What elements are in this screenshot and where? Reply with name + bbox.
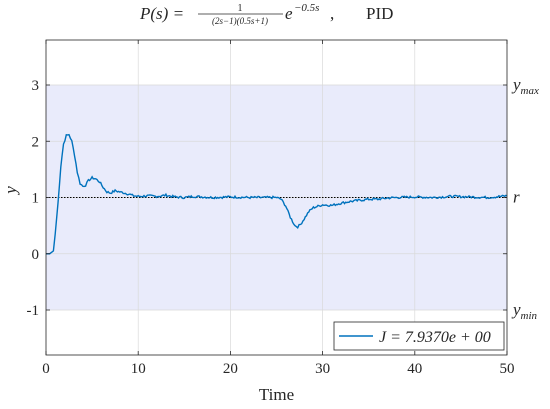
series-layer <box>46 133 508 255</box>
y-tick-label-3: 3 <box>32 78 40 94</box>
title-exponent: −0.5s <box>294 2 319 14</box>
right-label-r: r <box>513 188 520 207</box>
title-transfer-function-prefix: P(s) = <box>139 4 184 23</box>
chart-title: P(s) = 1 (2s−1)(0.5s+1) e −0.5s , PID <box>139 2 393 26</box>
title-fraction-numerator: 1 <box>238 3 243 14</box>
right-label-min: ymin <box>511 300 538 322</box>
y-tick-label--1: -1 <box>27 303 40 319</box>
x-tick-label-10: 10 <box>131 361 146 377</box>
title-exponential-base: e <box>285 4 293 23</box>
legend: J = 7.9370e + 00 <box>333 321 505 351</box>
x-tick-label-50: 50 <box>500 361 515 377</box>
right-label-subscript-min: min <box>521 310 538 322</box>
x-tick-label-40: 40 <box>407 361 422 377</box>
legend-label: J = 7.9370e + 00 <box>379 329 491 346</box>
title-fraction-denominator: (2s−1)(0.5s+1) <box>212 16 268 26</box>
y-tick-label-1: 1 <box>32 191 40 207</box>
y-tick-label-0: 0 <box>32 247 40 263</box>
right-side-labels: ymax r ymin <box>511 75 539 322</box>
x-tick-label-30: 30 <box>315 361 330 377</box>
series-line-0 <box>46 133 508 255</box>
x-axis-ticks: 0 10 20 30 40 50 <box>42 40 515 377</box>
y-axis-ticks: -1 0 1 2 3 <box>27 78 507 319</box>
x-axis-label: Time <box>259 385 294 404</box>
y-axis-label: y <box>1 186 20 196</box>
right-label-subscript-max: max <box>521 85 539 97</box>
x-tick-label-20: 20 <box>223 361 238 377</box>
title-comma: , <box>330 4 334 23</box>
y-tick-label-2: 2 <box>32 134 40 150</box>
title-method: PID <box>366 4 393 23</box>
x-tick-label-0: 0 <box>42 361 50 377</box>
right-label-max: ymax <box>511 75 539 97</box>
